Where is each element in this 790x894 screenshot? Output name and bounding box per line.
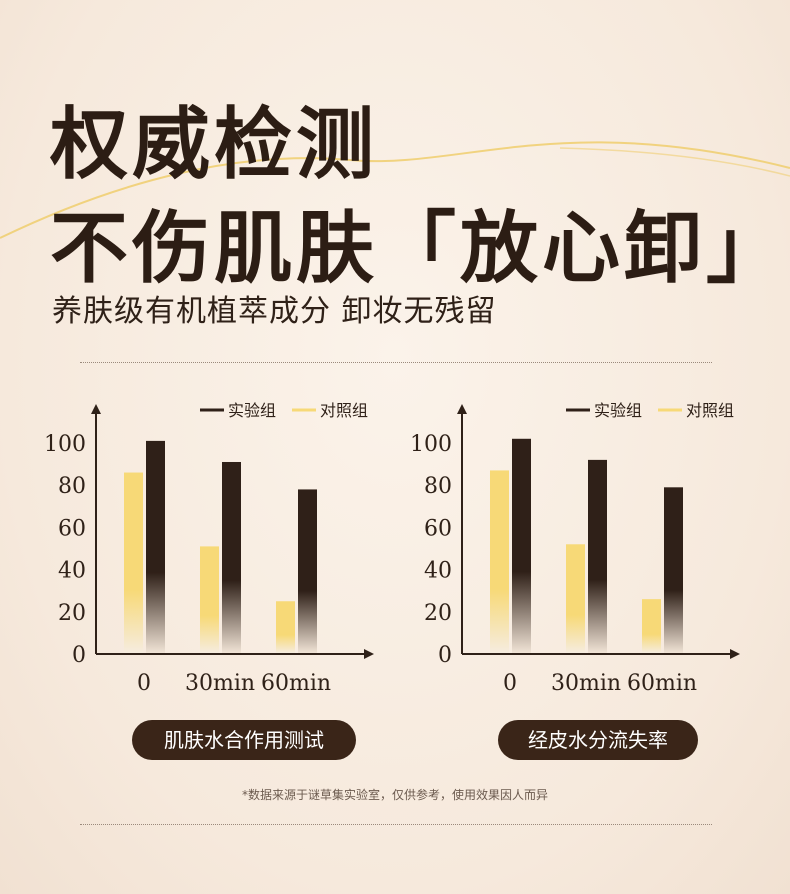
chart-hydration: 0 20 40 60 80 100 0 30min 60min 实验组 对照组 [40, 388, 380, 708]
legend-label-control: 对照组 [686, 401, 734, 420]
bar-control [276, 601, 295, 653]
chart-tewl-svg: 0 20 40 60 80 100 0 30min 60min 实验组 对照组 [410, 401, 740, 696]
data-source-note: *数据来源于谜草集实验室，仅供参考，使用效果因人而异 [241, 788, 548, 802]
x-axis-arrow [364, 649, 374, 659]
bar-experiment [222, 461, 241, 653]
page-subtitle: 养肤级有机植萃成分 卸妆无残留 [52, 294, 497, 329]
bar-control [642, 599, 661, 653]
legend-label-experiment: 实验组 [594, 401, 642, 420]
chart-caption-tewl: 经皮水分流失率 [498, 720, 698, 760]
page-title-line2: 不伤肌肤「放心卸」 [50, 204, 789, 294]
y-axis-arrow [91, 404, 101, 414]
bar-control [490, 470, 509, 653]
y-tick-label: 60 [58, 516, 86, 541]
bar-experiment [146, 440, 165, 653]
x-tick-label: 30min [551, 671, 621, 696]
x-tick-label: 0 [503, 671, 517, 696]
divider-bottom [80, 824, 712, 825]
legend-label-control: 对照组 [320, 401, 368, 420]
y-tick-label: 20 [424, 601, 452, 626]
chart-hydration-svg: 0 20 40 60 80 100 0 30min 60min 实验组 对照组 [44, 401, 374, 696]
y-tick-label: 40 [58, 559, 86, 584]
page-title-line1: 权威检测 [50, 100, 379, 190]
chart-caption-hydration: 肌肤水合作用测试 [132, 720, 356, 760]
y-tick-label: 80 [58, 474, 86, 499]
bar-experiment [512, 438, 531, 653]
x-axis-arrow [730, 649, 740, 659]
x-tick-label: 60min [627, 671, 697, 696]
y-axis-arrow [457, 404, 467, 414]
bar-control [200, 546, 219, 653]
x-tick-label: 30min [185, 671, 255, 696]
bar-experiment [588, 459, 607, 653]
y-tick-label: 80 [424, 474, 452, 499]
x-tick-label: 0 [137, 671, 151, 696]
chart-tewl: 0 20 40 60 80 100 0 30min 60min 实验组 对照组 [406, 388, 746, 708]
y-tick-label: 0 [72, 643, 86, 668]
x-tick-label: 60min [261, 671, 331, 696]
bar-control [566, 544, 585, 653]
bar-control [124, 472, 143, 653]
y-tick-label: 40 [424, 559, 452, 584]
y-tick-label: 100 [410, 432, 452, 457]
y-tick-label: 60 [424, 516, 452, 541]
y-tick-label: 100 [44, 432, 86, 457]
legend-label-experiment: 实验组 [228, 401, 276, 420]
bar-experiment [298, 489, 317, 653]
y-tick-label: 0 [438, 643, 452, 668]
bar-experiment [664, 487, 683, 653]
divider-top [80, 362, 712, 363]
y-tick-label: 20 [58, 601, 86, 626]
